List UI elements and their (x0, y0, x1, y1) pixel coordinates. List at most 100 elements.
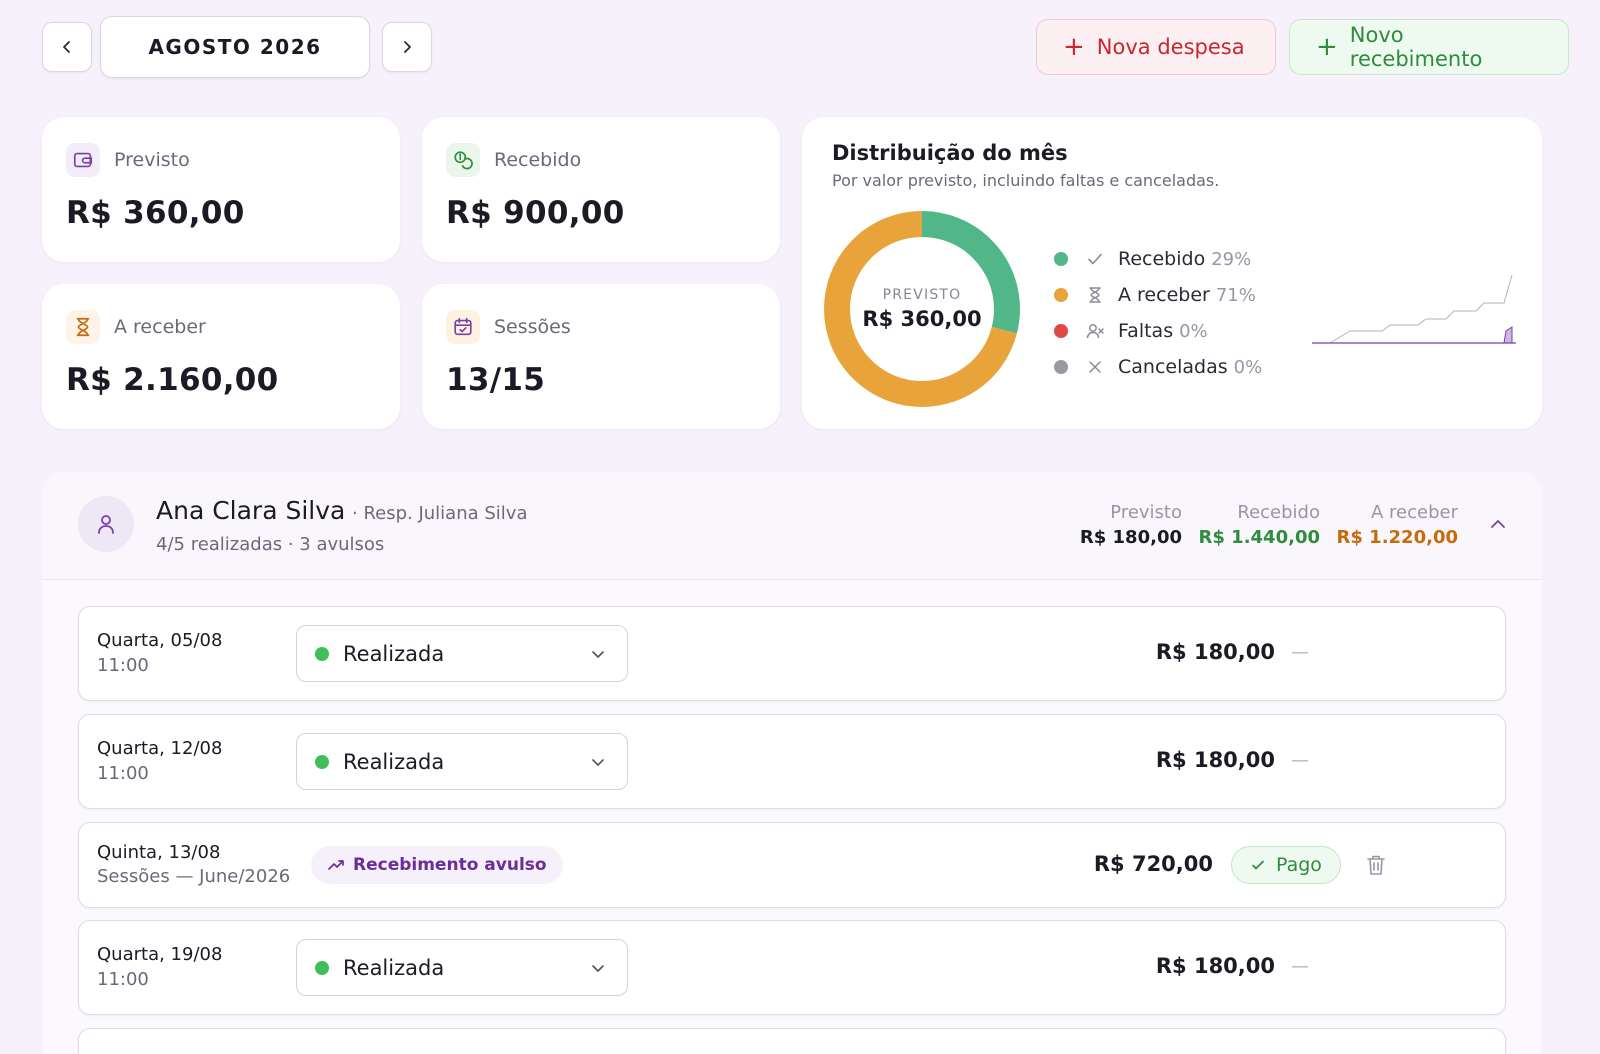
donut-slice-a-receber (824, 211, 1020, 407)
wallet-icon (66, 143, 100, 177)
distribution-subtitle: Por valor previsto, incluindo faltas e c… (832, 171, 1220, 190)
trend-sparkline (1312, 274, 1516, 344)
legend-swatch (1054, 252, 1068, 266)
month-toolbar: AGOSTO 2026 + Nova despesa + Novo recebi… (42, 16, 1574, 78)
session-time: 11:00 (97, 655, 149, 676)
stat-card-sessoes: Sessões 13/15 (422, 284, 780, 429)
coins-icon (446, 143, 480, 177)
distribution-legend: Recebido 29% A receber 71% Faltas 0% Can… (1054, 241, 1262, 385)
stat-label: Recebido (494, 149, 582, 171)
chevron-down-icon (592, 651, 604, 658)
trending-up-icon (328, 860, 344, 870)
chevron-up-icon[interactable] (1488, 514, 1508, 534)
legend-percent: 0% (1233, 356, 1263, 378)
chevron-right-icon (404, 41, 411, 53)
paid-badge[interactable]: Pago (1231, 846, 1341, 884)
calendar-check-icon (446, 310, 480, 344)
legend-label: Canceladas (1118, 356, 1228, 378)
receipt-amount: R$ 720,00 (1093, 852, 1213, 876)
new-receipt-label: Novo recebimento (1349, 23, 1483, 71)
session-date: Quarta, 19/08 (97, 944, 223, 965)
plus-icon: + (1063, 32, 1085, 62)
session-status-select[interactable]: Realizada (296, 625, 628, 682)
legend-label: Recebido (1118, 248, 1206, 270)
legend-percent: 29% (1211, 248, 1252, 270)
stat-card-a-receber: A receber R$ 2.160,00 (42, 284, 400, 429)
new-expense-button[interactable]: + Nova despesa (1036, 19, 1276, 75)
legend-swatch (1054, 324, 1068, 338)
status-dot (315, 646, 329, 661)
next-month-button[interactable] (382, 22, 432, 72)
session-date: Quarta, 05/08 (97, 630, 223, 651)
avulso-tag: Recebimento avulso (311, 846, 563, 884)
legend-item-faltas: Faltas 0% (1054, 313, 1262, 349)
avatar (78, 496, 134, 552)
distribution-card: Distribuição do mês Por valor previsto, … (802, 117, 1542, 429)
legend-swatch (1054, 288, 1068, 302)
legend-item-a-receber: A receber 71% (1054, 277, 1262, 313)
stat-label: Sessões (494, 316, 571, 338)
plus-icon: + (1316, 32, 1338, 62)
legend-percent: 0% (1179, 320, 1208, 342)
hourglass-icon (1084, 284, 1106, 306)
session-row (78, 1028, 1506, 1054)
stat-value: 13/15 (446, 362, 546, 398)
legend-label: Faltas (1118, 320, 1174, 342)
legend-percent: 71% (1215, 284, 1256, 306)
student-responsible: · Resp. Juliana Silva (352, 503, 528, 524)
stat-label: A receber (114, 316, 206, 338)
session-row: Quarta, 12/08 11:00 Realizada R$ 180,00 … (78, 714, 1506, 809)
session-date: Quinta, 13/08 (97, 842, 221, 863)
current-month-label[interactable]: AGOSTO 2026 (100, 16, 370, 78)
legend-label: A receber (1118, 284, 1210, 306)
x-icon (1084, 356, 1106, 378)
session-time: 11:00 (97, 763, 149, 784)
session-row: Quarta, 05/08 11:00 Realizada R$ 180,00 … (78, 606, 1506, 701)
student-section: Ana Clara Silva · Resp. Juliana Silva 4/… (42, 472, 1542, 1054)
session-status-select[interactable]: Realizada (296, 733, 628, 790)
session-row: Quarta, 19/08 11:00 Realizada R$ 180,00 … (78, 920, 1506, 1015)
session-status: Realizada (343, 641, 445, 666)
session-status-select[interactable]: Realizada (296, 939, 628, 996)
summary-label: A receber (1371, 502, 1458, 523)
status-dot (315, 754, 329, 769)
user-x-icon (1084, 320, 1106, 342)
new-receipt-button[interactable]: + Novo recebimento (1289, 19, 1569, 75)
session-status: Realizada (343, 749, 445, 774)
summary-label: Recebido (1237, 502, 1320, 523)
summary-value: R$ 180,00 (1079, 527, 1182, 548)
new-expense-label: Nova despesa (1096, 35, 1245, 59)
donut-value: R$ 360,00 (862, 307, 982, 331)
session-time: 11:00 (97, 969, 149, 990)
previous-month-button[interactable] (42, 22, 92, 72)
receipt-detail: Sessões — June/2026 (97, 866, 291, 887)
avulso-receipt-row: Quinta, 13/08 Sessões — June/2026 Recebi… (78, 822, 1506, 908)
session-payment-empty: — (1291, 956, 1309, 977)
summary-value: R$ 1.220,00 (1336, 527, 1458, 548)
trash-icon[interactable] (1365, 853, 1387, 877)
check-icon (1084, 248, 1106, 270)
legend-item-recebido: Recebido 29% (1054, 241, 1262, 277)
legend-item-canceladas: Canceladas 0% (1054, 349, 1262, 385)
donut-center: PREVISTO R$ 360,00 (824, 211, 1020, 407)
student-header[interactable]: Ana Clara Silva · Resp. Juliana Silva 4/… (42, 472, 1542, 580)
student-session-summary: 4/5 realizadas · 3 avulsos (156, 534, 385, 555)
avulso-tag-label: Recebimento avulso (353, 855, 547, 875)
stat-card-recebido: Recebido R$ 900,00 (422, 117, 780, 262)
student-name: Ana Clara Silva (156, 496, 346, 525)
stat-value: R$ 360,00 (66, 195, 245, 231)
chevron-down-icon (592, 965, 604, 972)
session-payment-empty: — (1291, 642, 1309, 663)
donut-caption: PREVISTO (882, 287, 962, 303)
chevron-left-icon (63, 41, 70, 53)
student-summary-previsto: Previsto R$ 180,00 (1080, 502, 1182, 548)
check-icon (1252, 860, 1264, 870)
stat-value: R$ 900,00 (446, 195, 625, 231)
legend-swatch (1054, 360, 1068, 374)
chevron-down-icon (592, 759, 604, 766)
hourglass-icon (66, 310, 100, 344)
stat-value: R$ 2.160,00 (66, 362, 279, 398)
summary-value: R$ 1.440,00 (1198, 527, 1320, 548)
status-dot (315, 960, 329, 975)
paid-badge-label: Pago (1276, 854, 1322, 876)
